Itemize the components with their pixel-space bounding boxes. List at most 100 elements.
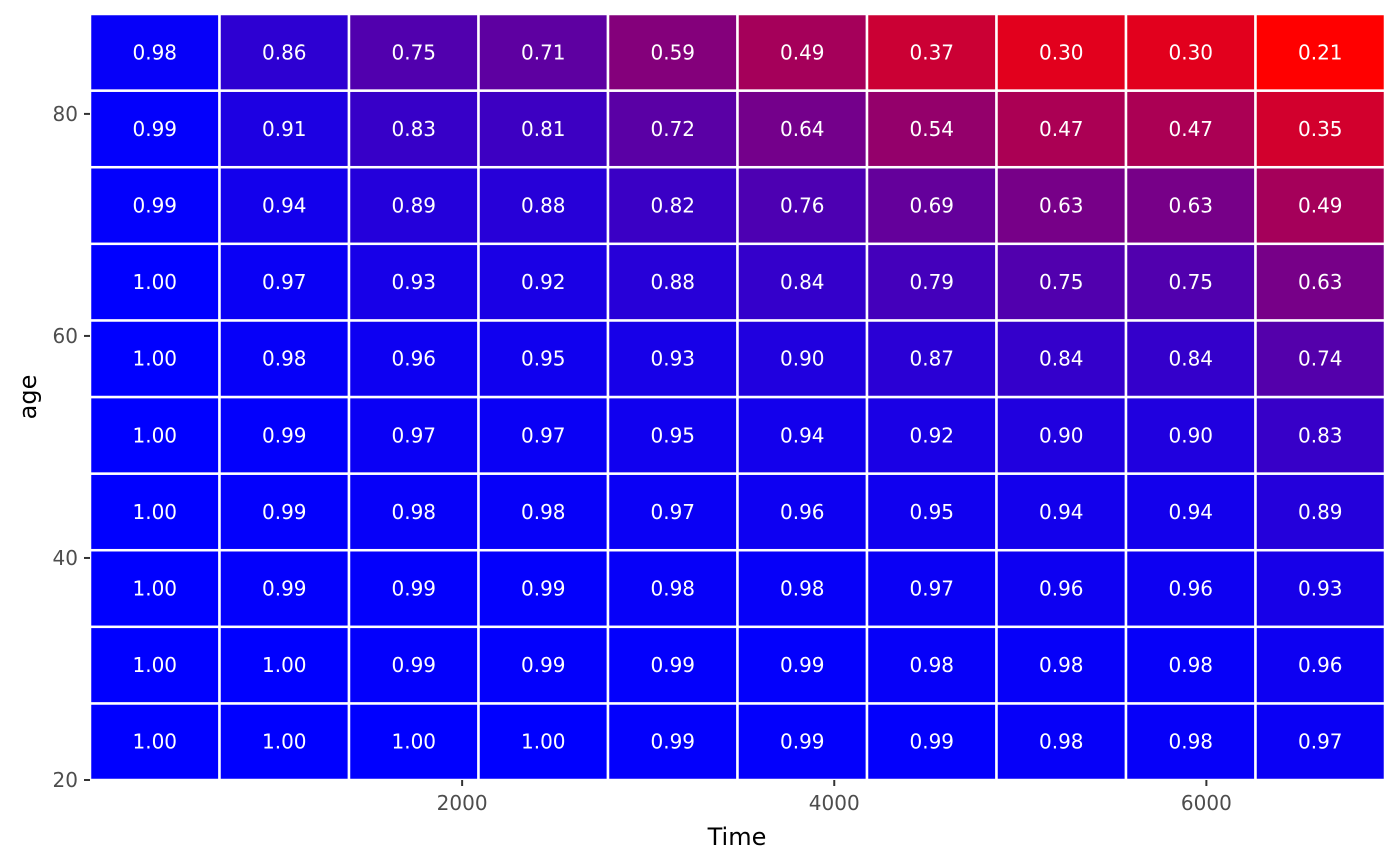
cell-value-label: 0.93: [391, 270, 436, 294]
heatmap-cell: [865, 625, 998, 705]
heatmap-cell: [1124, 625, 1257, 705]
heatmap-cell: [995, 242, 1128, 322]
cell-value-label: 1.00: [132, 347, 177, 371]
cell-value-label: 0.64: [780, 117, 825, 141]
heatmap-cell: [218, 625, 351, 705]
cell-value-label: 0.99: [909, 730, 954, 754]
cell-value-label: 0.90: [780, 347, 825, 371]
cell-value-label: 0.94: [1039, 500, 1084, 524]
heatmap-cell: [347, 89, 480, 169]
heatmap-cell: [606, 319, 739, 399]
cell-value-label: 0.86: [262, 40, 307, 64]
y-tick-label: 60: [53, 324, 78, 348]
cell-value-label: 0.93: [650, 347, 695, 371]
cell-value-label: 0.84: [780, 270, 825, 294]
cell-value-label: 0.99: [132, 194, 177, 218]
cell-value-label: 1.00: [132, 423, 177, 447]
heatmap-cell: [1254, 12, 1387, 92]
cell-value-label: 0.59: [650, 40, 695, 64]
heatmap-cell: [477, 472, 610, 552]
heatmap-cell: [606, 395, 739, 475]
heatmap-cell: [995, 702, 1128, 782]
heatmap-cell: [606, 89, 739, 169]
cell-value-label: 0.30: [1168, 40, 1213, 64]
cell-value-label: 1.00: [132, 500, 177, 524]
cell-value-label: 0.30: [1039, 40, 1084, 64]
heatmap-cell: [1254, 319, 1387, 399]
heatmap-cell: [1254, 395, 1387, 475]
cell-value-label: 0.89: [1298, 500, 1343, 524]
heatmap-cell: [995, 472, 1128, 552]
cell-value-label: 0.88: [521, 194, 566, 218]
y-tick-label: 40: [53, 546, 78, 570]
heatmap-cell-labels: 1.00 1.00 1.00 1.00 0.99 0.99 0.99 0.98 0.98 0.97…: [132, 40, 1342, 753]
cell-value-label: 0.96: [780, 500, 825, 524]
heatmap-cell: [1254, 242, 1387, 322]
cell-value-label: 0.75: [1039, 270, 1084, 294]
heatmap-cell: [88, 242, 221, 322]
x-tick-label: 2000: [437, 791, 488, 815]
cell-value-label: 0.96: [1039, 577, 1084, 601]
cell-value-label: 0.63: [1039, 194, 1084, 218]
heatmap-cell: [218, 12, 351, 92]
heatmap-cell: [736, 242, 869, 322]
heatmap-cell: [606, 702, 739, 782]
heatmap-cell: [865, 548, 998, 629]
heatmap-cell: [736, 165, 869, 246]
heatmap-cell: [1124, 242, 1257, 322]
heatmap-cell: [865, 165, 998, 246]
heatmap-cell: [606, 472, 739, 552]
heatmap-cell: [1124, 165, 1257, 246]
heatmap-cell: [606, 165, 739, 246]
cell-value-label: 1.00: [262, 653, 307, 677]
cell-value-label: 0.99: [132, 117, 177, 141]
heatmap-cell: [88, 395, 221, 475]
y-axis-title: age: [14, 375, 42, 420]
cell-value-label: 0.72: [650, 117, 695, 141]
cell-value-label: 0.97: [521, 423, 566, 447]
cell-value-label: 0.95: [521, 347, 566, 371]
heatmap-cell: [865, 319, 998, 399]
cell-value-label: 0.37: [909, 40, 954, 64]
cell-value-label: 0.54: [909, 117, 954, 141]
cell-value-label: 0.97: [1298, 730, 1343, 754]
cell-value-label: 0.75: [1168, 270, 1213, 294]
heatmap-cell: [1124, 702, 1257, 782]
cell-value-label: 0.96: [1298, 653, 1343, 677]
cell-value-label: 1.00: [132, 577, 177, 601]
heatmap-cell: [865, 12, 998, 92]
heatmap-cell: [1254, 89, 1387, 169]
heatmap-cell: [88, 548, 221, 629]
heatmap-cell: [218, 242, 351, 322]
cell-value-label: 1.00: [262, 730, 307, 754]
heatmap-cell: [1124, 548, 1257, 629]
cell-value-label: 0.99: [650, 653, 695, 677]
cell-value-label: 1.00: [132, 653, 177, 677]
cell-value-label: 1.00: [391, 730, 436, 754]
x-axis-title: Time: [707, 823, 767, 851]
cell-value-label: 0.92: [909, 423, 954, 447]
cell-value-label: 0.97: [650, 500, 695, 524]
cell-value-label: 0.90: [1039, 423, 1084, 447]
heatmap-cell: [865, 395, 998, 475]
cell-value-label: 0.96: [1168, 577, 1213, 601]
heatmap-cell: [88, 89, 221, 169]
cell-value-label: 0.69: [909, 194, 954, 218]
heatmap-cell: [736, 472, 869, 552]
cell-value-label: 0.98: [650, 577, 695, 601]
heatmap-cell: [736, 702, 869, 782]
cell-value-label: 0.96: [391, 347, 436, 371]
cell-value-label: 0.81: [521, 117, 566, 141]
x-axis: 2000 4000 6000: [437, 780, 1232, 815]
cell-value-label: 0.35: [1298, 117, 1343, 141]
cell-value-label: 0.49: [780, 40, 825, 64]
cell-value-label: 0.98: [1039, 730, 1084, 754]
cell-value-label: 0.76: [780, 194, 825, 218]
cell-value-label: 0.49: [1298, 194, 1343, 218]
heatmap-cell: [1254, 165, 1387, 246]
cell-value-label: 0.93: [1298, 577, 1343, 601]
cell-value-label: 1.00: [132, 270, 177, 294]
cell-value-label: 0.99: [780, 730, 825, 754]
cell-value-label: 0.89: [391, 194, 436, 218]
